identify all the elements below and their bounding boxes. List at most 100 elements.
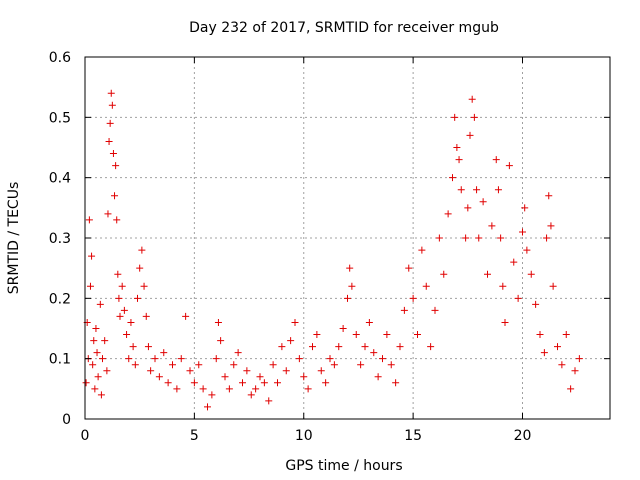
data-point (322, 379, 330, 387)
data-point (90, 337, 98, 345)
data-point (260, 379, 268, 387)
data-point (492, 156, 500, 164)
data-point (295, 355, 303, 363)
data-point (335, 343, 343, 351)
data-point (155, 373, 163, 381)
data-point (357, 361, 365, 369)
data-point (488, 222, 496, 230)
data-point (116, 312, 124, 320)
data-point (239, 379, 246, 387)
chart-title: Day 232 of 2017, SRMTID for receiver mgu… (189, 20, 499, 36)
data-point (291, 318, 299, 326)
data-point (103, 367, 111, 375)
data-point (129, 343, 137, 351)
data-point (543, 234, 551, 242)
data-point (125, 355, 133, 363)
data-point (317, 367, 325, 375)
data-point (278, 343, 286, 351)
data-point (383, 331, 391, 339)
data-point (217, 337, 225, 345)
data-point (123, 331, 131, 339)
data-point (352, 331, 360, 339)
data-point (96, 300, 104, 308)
data-point (470, 113, 478, 121)
data-point (562, 331, 570, 339)
data-points (82, 89, 583, 411)
data-point (501, 318, 509, 326)
data-point (93, 349, 101, 357)
data-point (256, 373, 264, 381)
data-point (120, 306, 128, 314)
data-point (86, 282, 94, 290)
data-point (453, 144, 461, 151)
data-point (545, 192, 553, 200)
data-point (387, 361, 395, 369)
data-point (111, 192, 119, 200)
data-point (212, 355, 220, 363)
data-point (494, 186, 502, 194)
data-point (374, 373, 382, 381)
data-point (451, 113, 459, 121)
data-point (82, 379, 90, 387)
data-point (400, 306, 408, 314)
data-point (536, 331, 544, 339)
data-point (440, 270, 448, 278)
data-point (173, 385, 181, 393)
data-point (151, 355, 159, 363)
data-point (118, 282, 126, 290)
data-point (523, 246, 531, 254)
data-point (104, 210, 112, 218)
data-point (521, 204, 529, 212)
data-point (549, 282, 557, 290)
data-point (457, 186, 465, 194)
data-point (94, 373, 102, 381)
data-point (99, 355, 106, 363)
data-point (532, 300, 540, 308)
data-point (112, 162, 120, 170)
y-tick-label: 0.1 (49, 352, 71, 368)
data-point (265, 397, 273, 405)
data-point (414, 331, 421, 339)
data-point (326, 355, 334, 363)
data-point (134, 294, 141, 302)
data-point (204, 403, 211, 411)
data-point (444, 210, 452, 218)
data-point (365, 318, 373, 326)
data-point (431, 306, 439, 314)
data-point (142, 312, 150, 320)
x-tick-label: 15 (404, 428, 422, 444)
data-point (199, 385, 207, 393)
data-point (348, 282, 356, 290)
data-point (88, 252, 96, 260)
data-point (304, 385, 312, 393)
data-point (182, 312, 190, 320)
data-point (409, 294, 417, 302)
data-point (455, 156, 463, 164)
data-point (160, 349, 168, 357)
data-point (101, 337, 109, 345)
data-point (287, 337, 295, 345)
y-tick-label: 0.3 (49, 231, 71, 247)
data-point (230, 361, 238, 369)
data-point (396, 343, 404, 351)
data-point (186, 367, 194, 375)
data-point (510, 258, 518, 266)
data-point (422, 282, 430, 290)
x-axis-label: GPS time / hours (285, 458, 402, 474)
x-tick-label: 5 (190, 428, 199, 444)
y-tick-label: 0.6 (49, 50, 71, 66)
data-point (462, 234, 470, 242)
data-point (405, 264, 413, 272)
data-point (313, 331, 321, 339)
data-point (344, 294, 351, 302)
axis-ticks: 0 5 10 15 20 0 0.1 0.2 0.3 0.4 0.5 0.6 (49, 50, 610, 444)
data-point (177, 355, 185, 363)
data-point (346, 264, 354, 272)
data-point (144, 343, 152, 351)
data-point (115, 294, 123, 302)
data-point (164, 379, 172, 387)
data-point (519, 228, 526, 236)
data-point (92, 325, 100, 332)
data-point (547, 222, 555, 230)
